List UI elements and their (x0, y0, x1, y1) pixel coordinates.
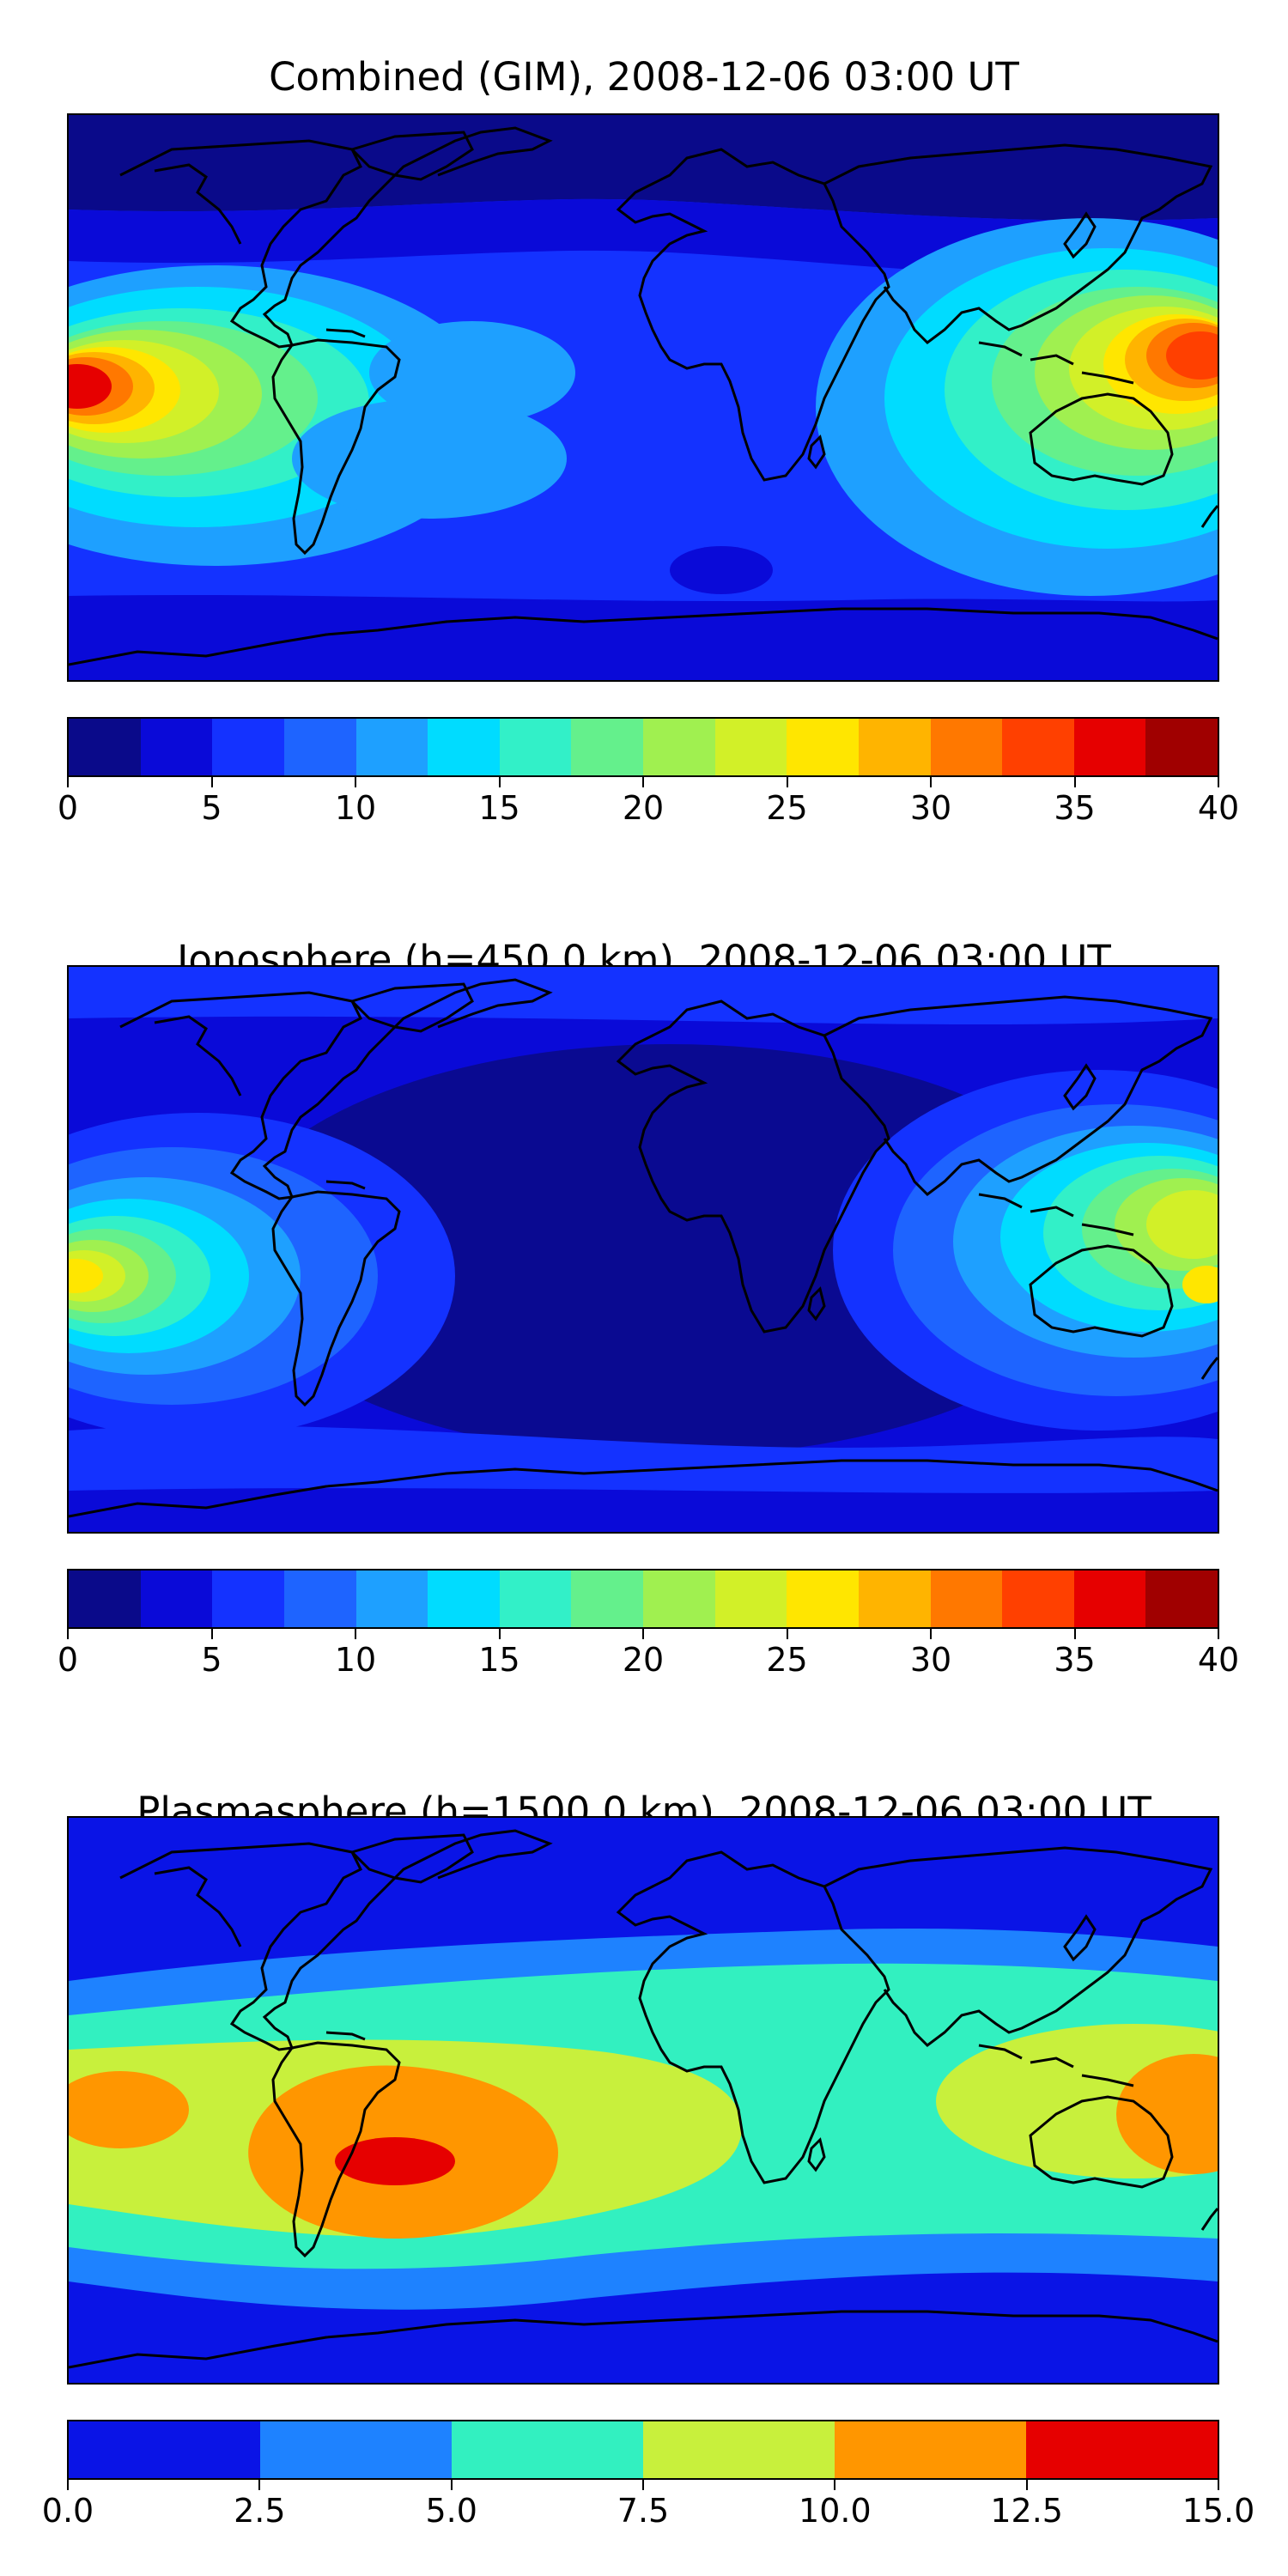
colorbar-tick (450, 2480, 453, 2490)
colorbar-segment (212, 1571, 284, 1627)
colorbar-tick-label: 10 (334, 789, 377, 827)
colorbar-segment (428, 719, 500, 775)
colorbar-tick (642, 2480, 644, 2490)
colorbar-segment (140, 1571, 213, 1627)
colorbar-segment (499, 1571, 572, 1627)
colorbar-segment (1002, 719, 1074, 775)
colorbar-tick (498, 777, 501, 787)
colorbar-tick-label: 40 (1197, 1641, 1240, 1679)
colorbar-segment (714, 719, 787, 775)
colorbar-tick-label: 15 (478, 1641, 520, 1679)
colorbar-segment (1002, 1571, 1074, 1627)
colorbar-tick-label: 40 (1197, 789, 1240, 827)
colorbar-tick (210, 777, 213, 787)
colorbar-segment (452, 2421, 643, 2478)
colorbar-segment (787, 719, 859, 775)
colorbar-segment (930, 719, 1003, 775)
colorbar-tick (930, 1629, 932, 1639)
colorbar-tick (498, 1629, 501, 1639)
colorbar-segment (355, 1571, 428, 1627)
colorbar-tick (67, 2480, 69, 2490)
colorbar-segment (283, 1571, 356, 1627)
colorbar-combined (67, 717, 1219, 777)
colorbar-segment (571, 1571, 643, 1627)
colorbar-tick-label: 0.0 (41, 2492, 94, 2530)
colorbar-tick (1218, 777, 1219, 787)
colorbar-tick-label: 0 (57, 789, 79, 827)
colorbar-tick-label: 5 (201, 789, 222, 827)
colorbar-segment (428, 1571, 500, 1627)
colorbar-tick-label: 30 (909, 789, 952, 827)
map-combined (67, 113, 1219, 682)
colorbar-tick-label: 35 (1054, 789, 1096, 827)
colorbar-tick-label: 10 (334, 1641, 377, 1679)
colorbar-tick (355, 1629, 356, 1639)
colorbar-segment (643, 1571, 715, 1627)
colorbar-tick-label: 5.0 (425, 2492, 477, 2530)
colorbar-segment (858, 1571, 931, 1627)
colorbar-tick-label: 5 (201, 1641, 222, 1679)
colorbar-tick (355, 777, 356, 787)
colorbar-tick-label: 7.5 (617, 2492, 670, 2530)
colorbar-tick (1218, 1629, 1219, 1639)
colorbar-segment (643, 2421, 835, 2478)
colorbar-segment (69, 1571, 141, 1627)
colorbar-tick-label: 2.5 (234, 2492, 286, 2530)
colorbar-segment (1073, 1571, 1146, 1627)
colorbar-tick-label: 20 (622, 1641, 665, 1679)
colorbar-tick (67, 777, 69, 787)
colorbar-segment (140, 719, 213, 775)
colorbar-segment (1145, 1571, 1218, 1627)
colorbar-tick (67, 1629, 69, 1639)
colorbar-tick (1218, 2480, 1219, 2490)
colorbar-segment (69, 2421, 260, 2478)
colorbar-tick (786, 1629, 788, 1639)
colorbar-tick-label: 15 (478, 789, 520, 827)
colorbar-tick-label: 12.5 (990, 2492, 1063, 2530)
colorbar-segment (930, 1571, 1003, 1627)
map-ionosphere (67, 965, 1219, 1534)
colorbar-tick-label: 20 (622, 789, 665, 827)
colorbar-tick-label: 15.0 (1182, 2492, 1255, 2530)
colorbar-segment (1145, 719, 1218, 775)
colorbar-tick (1073, 777, 1076, 787)
colorbar-segment (355, 719, 428, 775)
colorbar-tick-label: 35 (1054, 1641, 1096, 1679)
colorbar-segment (212, 719, 284, 775)
colorbar-segment (69, 719, 141, 775)
colorbar-segment (499, 719, 572, 775)
colorbar-tick (786, 777, 788, 787)
panel-title-combined: Combined (GIM), 2008-12-06 03:00 UT (269, 54, 1019, 100)
colorbar-segment (787, 1571, 859, 1627)
colorbar-segment (835, 2421, 1026, 2478)
colorbar-tick-label: 25 (766, 1641, 808, 1679)
map-plasmasphere (67, 1816, 1219, 2385)
colorbar-segment (260, 2421, 452, 2478)
colorbar-tick-label: 10.0 (799, 2492, 872, 2530)
colorbar-tick-label: 30 (909, 1641, 952, 1679)
colorbar-ionosphere (67, 1569, 1219, 1629)
colorbar-tick (930, 777, 932, 787)
colorbar-segment (1026, 2421, 1218, 2478)
colorbar-tick (642, 777, 644, 787)
colorbar-segment (858, 719, 931, 775)
colorbar-segment (643, 719, 715, 775)
colorbar-segment (714, 1571, 787, 1627)
colorbar-tick (834, 2480, 836, 2490)
colorbar-tick (642, 1629, 644, 1639)
colorbar-tick (210, 1629, 213, 1639)
colorbar-tick-label: 0 (57, 1641, 79, 1679)
colorbar-tick (1025, 2480, 1028, 2490)
colorbar-segment (283, 719, 356, 775)
colorbar-tick (1073, 1629, 1076, 1639)
colorbar-segment (1073, 719, 1146, 775)
colorbar-plasmasphere (67, 2420, 1219, 2480)
colorbar-tick-label: 25 (766, 789, 808, 827)
colorbar-segment (571, 719, 643, 775)
colorbar-tick (258, 2480, 261, 2490)
